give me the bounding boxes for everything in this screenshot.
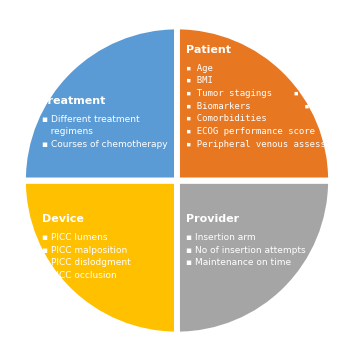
Text: ▪ Different treatment: ▪ Different treatment [41, 115, 139, 123]
Text: ▪ Maintenance on time: ▪ Maintenance on time [186, 258, 291, 268]
Text: ▪ Age                   ▪ Gender: ▪ Age ▪ Gender [186, 64, 354, 73]
Wedge shape [177, 27, 331, 180]
Text: regimens: regimens [41, 127, 92, 136]
Text: Provider: Provider [186, 214, 239, 224]
Text: ▪ PICC occlusion: ▪ PICC occlusion [41, 271, 116, 280]
Text: ▪ PICC dislodgment: ▪ PICC dislodgment [41, 258, 130, 268]
Text: ▪ PICC malposition: ▪ PICC malposition [41, 246, 127, 255]
Text: ▪ ECOG performance score: ▪ ECOG performance score [186, 127, 315, 136]
Text: Device: Device [41, 214, 84, 224]
Text: ▪ Tumor stagings    ▪ EBV DNA: ▪ Tumor stagings ▪ EBV DNA [186, 89, 342, 98]
Text: ▪ Peripheral venous assessment: ▪ Peripheral venous assessment [186, 140, 348, 149]
Text: ▪ Insertion arm: ▪ Insertion arm [186, 233, 256, 242]
Text: Patient: Patient [186, 45, 231, 55]
Text: ▪ PICC lumens: ▪ PICC lumens [41, 233, 107, 242]
Text: ▪ Courses of chemotherapy: ▪ Courses of chemotherapy [41, 140, 167, 149]
Wedge shape [23, 27, 177, 180]
Wedge shape [177, 180, 331, 334]
Wedge shape [23, 180, 177, 334]
Text: ▪ Biomarkers          ▪ VTE history: ▪ Biomarkers ▪ VTE history [186, 102, 354, 111]
Text: ▪ BMI                  ▪ Smoking: ▪ BMI ▪ Smoking [186, 77, 354, 86]
Text: Treatment: Treatment [41, 96, 106, 106]
Text: ▪ Comorbidities: ▪ Comorbidities [186, 114, 267, 123]
Text: ▪ No of insertion attempts: ▪ No of insertion attempts [186, 246, 306, 255]
